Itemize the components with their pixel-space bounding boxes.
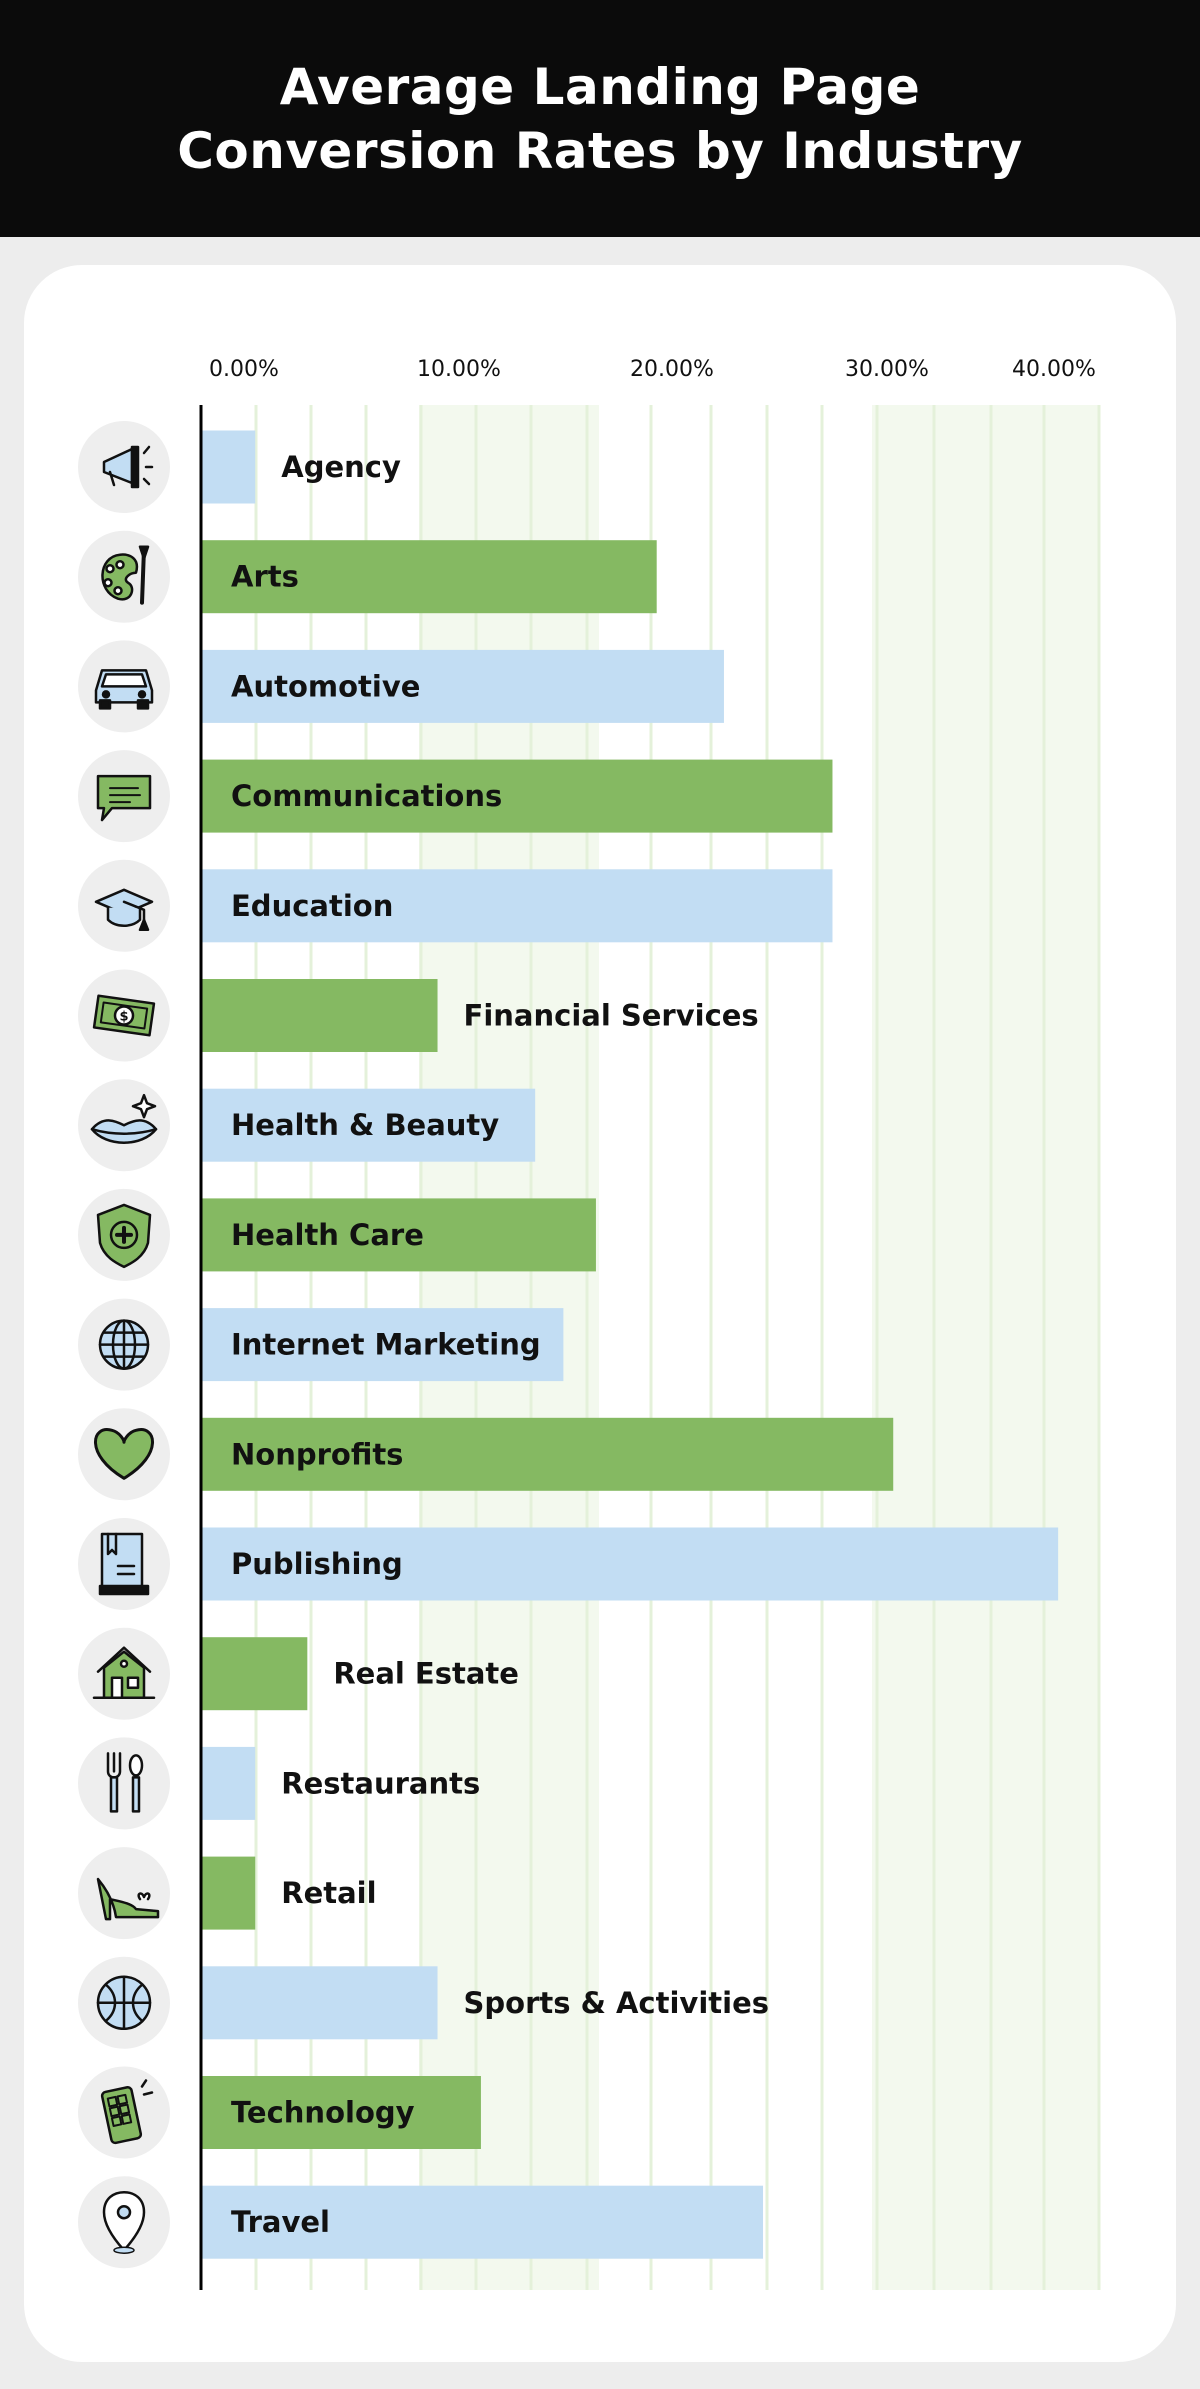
bar-label: Technology — [231, 2096, 415, 2130]
bar — [201, 869, 833, 943]
bar — [201, 540, 657, 614]
bar-label: Education — [231, 889, 393, 923]
bar-label: Restaurants — [281, 1766, 480, 1800]
x-tick-label: 10.00% — [417, 357, 501, 382]
bar — [201, 1966, 438, 2040]
x-axis-ticks: 0.00% 10.00% 20.00% 30.00% 40.00% — [209, 357, 1096, 382]
x-tick-label: 0.00% — [209, 357, 279, 382]
lips-sparkle-icon — [78, 1079, 170, 1172]
book-icon — [78, 1518, 170, 1610]
bar-chart: 0.00% 10.00% 20.00% 30.00% 40.00% $ Agency Ar… — [78, 357, 1101, 2290]
house-icon — [78, 1627, 170, 1720]
bar-label: Financial Services — [464, 999, 759, 1033]
bar — [201, 430, 256, 504]
bar-label: Automotive — [231, 669, 420, 703]
palette-icon — [78, 530, 170, 623]
graduation-cap-icon — [78, 859, 170, 952]
bar — [201, 649, 724, 723]
page-title: Average Landing Page Conversion Rates by… — [177, 55, 1023, 183]
bar-label: Arts — [231, 560, 299, 594]
bar-label: Retail — [281, 1876, 376, 1910]
fork-spoon-icon — [78, 1737, 170, 1830]
bar-label: Publishing — [231, 1547, 403, 1581]
bar-label: Health & Beauty — [231, 1108, 499, 1142]
bar-label: Communications — [231, 779, 502, 813]
bar — [201, 1527, 1059, 1601]
map-pin-icon — [78, 2176, 170, 2269]
bar — [201, 979, 438, 1052]
bar-label: Internet Marketing — [231, 1328, 541, 1362]
bar-label: Sports & Activities — [464, 1986, 770, 2020]
bar-labels: Agency Arts Automotive Communications Educat… — [231, 450, 769, 2239]
car-icon — [78, 640, 170, 733]
bar — [201, 1856, 256, 1930]
bar — [201, 1308, 564, 1382]
chart-card: 0.00% 10.00% 20.00% 30.00% 40.00% $ Agency Ar… — [24, 265, 1176, 2362]
bar-label: Agency — [281, 450, 401, 484]
bar — [201, 1417, 894, 1491]
bar — [201, 1637, 308, 1711]
basketball-icon — [78, 1956, 170, 2049]
globe-icon — [78, 1298, 170, 1391]
bar-label: Real Estate — [333, 1657, 519, 1691]
bar-label: Health Care — [231, 1218, 424, 1252]
x-tick-label: 30.00% — [845, 357, 929, 382]
category-icons: $ — [78, 421, 170, 2269]
bar-label: Nonprofits — [231, 1437, 403, 1471]
bar — [201, 1746, 256, 1820]
title-line-1: Average Landing Page — [279, 57, 921, 116]
high-heel-icon — [78, 1847, 170, 1940]
bar — [201, 1088, 536, 1162]
x-tick-label: 40.00% — [1012, 357, 1096, 382]
header-banner: Average Landing Page Conversion Rates by… — [0, 0, 1200, 237]
bar-label: Travel — [231, 2205, 330, 2239]
bar — [201, 2185, 764, 2259]
bar — [201, 2076, 481, 2149]
phone-keypad-icon — [78, 2066, 170, 2159]
title-line-2: Conversion Rates by Industry — [177, 121, 1023, 180]
bar — [201, 1198, 596, 1272]
shield-cross-icon — [78, 1188, 170, 1281]
heart-icon — [78, 1408, 170, 1501]
megaphone-icon — [78, 421, 170, 513]
bars — [201, 430, 1059, 2259]
svg-text:$: $ — [119, 1010, 128, 1025]
money-bill-icon: $ — [78, 969, 170, 1062]
chat-message-icon — [78, 750, 170, 843]
bar — [201, 759, 833, 833]
plot-shade-band — [872, 405, 1099, 2290]
x-tick-label: 20.00% — [630, 357, 714, 382]
